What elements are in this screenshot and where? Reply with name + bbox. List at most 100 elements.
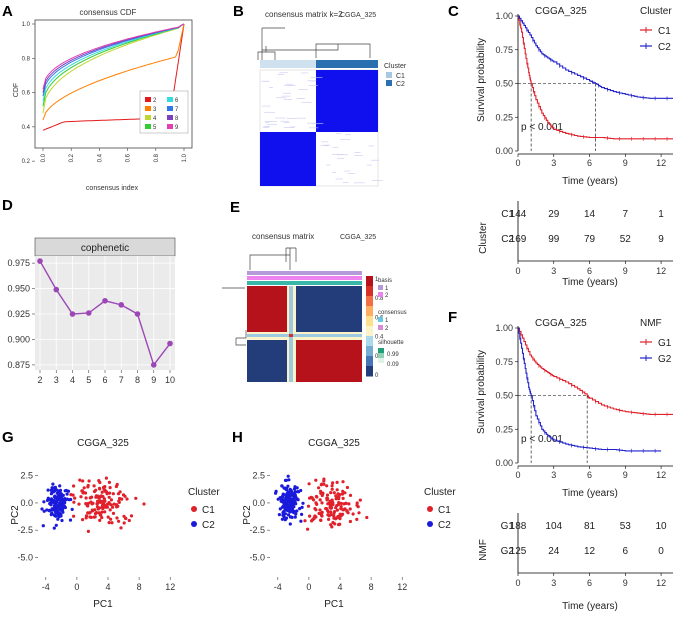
G-point-C1 (100, 516, 104, 520)
H-point-C1 (337, 523, 341, 527)
panel-e-block-1 (247, 286, 287, 332)
panel-g-legend-dot-c2 (191, 521, 197, 527)
H-point-C1 (321, 492, 325, 496)
G-point-C2 (63, 497, 67, 501)
G-point-C2 (41, 524, 45, 528)
H-point-C2 (283, 478, 288, 482)
H-point-C1 (336, 514, 340, 519)
H-point-C1 (328, 505, 332, 510)
H-point-C1 (335, 488, 339, 492)
panel-e-dataset: CGGA_325 (340, 234, 376, 241)
C-risk-xtick-label: 9 (623, 266, 628, 276)
C-risk-value: 144 (510, 209, 527, 220)
G-point-C1 (127, 518, 131, 523)
a-xtick-label: 0.6 (126, 153, 132, 162)
C-risk-value: 14 (584, 209, 596, 220)
H-point-C1 (334, 494, 338, 498)
F-risk-value: 53 (620, 521, 632, 532)
G-point-C2 (49, 492, 54, 496)
panel-e-dendrogram (222, 247, 297, 346)
F-risk-xtick-label: 0 (515, 578, 520, 588)
G-point-C1 (111, 511, 116, 515)
G-point-C1 (83, 491, 88, 495)
G-point-C1 (105, 492, 109, 496)
G-point-C2 (68, 518, 73, 522)
panel-c-title: CGGA_325 (535, 6, 587, 17)
panel-h-legend-c2: C2 (438, 520, 451, 531)
e-scale-step (366, 356, 373, 367)
d-xtick-label: 2 (37, 375, 42, 385)
H-point-C2 (286, 513, 291, 517)
H-point-C1 (331, 520, 335, 525)
G-point-C2 (56, 505, 60, 509)
F-ytick-label: 0.25 (495, 424, 513, 434)
C-risk-xtick-label: 6 (587, 266, 592, 276)
d-cophenetic-point-k8 (134, 311, 141, 317)
G-point-C1 (108, 491, 112, 495)
H-point-C2 (300, 512, 304, 517)
panel-h-legend-dot-c1 (427, 506, 433, 512)
G-point-C1 (125, 497, 129, 501)
H-point-C1 (330, 484, 334, 488)
H-point-C1 (339, 514, 343, 518)
H-point-C1 (324, 507, 329, 511)
G-point-C2 (58, 488, 63, 492)
G-point-C2 (61, 510, 65, 514)
G-ytick-label: -2.5 (17, 525, 33, 535)
H-point-C1 (322, 477, 326, 481)
e-scale-tick: 0.8 (375, 296, 384, 302)
G-point-C1 (93, 511, 98, 516)
panel-e-label: E (230, 199, 240, 216)
G-point-C2 (52, 513, 57, 517)
H-point-C1 (340, 492, 344, 496)
H-point-C1 (319, 489, 323, 493)
a-cdf-line-k3 (42, 23, 185, 121)
H-point-C1 (326, 513, 330, 517)
panel-g-title: CGGA_325 (77, 438, 129, 449)
H-point-C1 (306, 504, 311, 508)
a-xtick-label: 0.4 (97, 153, 103, 162)
G-point-C1 (72, 484, 76, 488)
panel-b: B consensus matrix k=2 CGGA_325 Cluster … (233, 3, 407, 187)
d-xtick-label: 6 (102, 375, 107, 385)
H-point-C2 (286, 484, 290, 488)
panel-f-title: CGGA_325 (535, 318, 587, 329)
H-point-C1 (337, 495, 341, 499)
C-ytick-label: 0.50 (495, 79, 513, 89)
H-point-C1 (325, 484, 329, 488)
G-xtick-label: 4 (105, 582, 110, 592)
H-point-C1 (318, 498, 322, 502)
panel-e-consensus-bar (247, 276, 362, 280)
H-point-C1 (330, 487, 334, 491)
G-point-C1 (71, 493, 75, 497)
H-ytick-label: -2.5 (249, 525, 265, 535)
C-risk-value: 1 (658, 209, 664, 220)
d-cophenetic-point-k4 (69, 311, 76, 317)
d-cophenetic-point-k10 (167, 340, 173, 347)
a-cdf-line-k5 (42, 23, 185, 107)
H-point-C1 (358, 498, 362, 502)
F-risk-xtick-label: 6 (587, 578, 592, 588)
G-point-C1 (98, 499, 102, 503)
panel-f-ylabel: Survival probability (476, 350, 487, 434)
F-xtick-label: 9 (623, 470, 628, 480)
H-point-C1 (303, 519, 307, 523)
a-ytick-label: 1.0 (22, 22, 31, 28)
panel-c-risk-title: Cluster (478, 221, 489, 253)
G-point-C2 (59, 514, 63, 518)
a-cdf-line-k9 (42, 23, 185, 90)
H-point-C1 (325, 498, 329, 502)
a-legend-swatch-k3 (145, 106, 151, 111)
e-scale-step (366, 296, 373, 307)
panel-c-legend-title: Cluster (640, 6, 672, 17)
H-point-C1 (319, 511, 323, 516)
H-point-C1 (331, 501, 335, 505)
G-point-C1 (98, 506, 102, 510)
G-point-C1 (101, 485, 106, 490)
d-ytick-label: 0.900 (7, 334, 30, 344)
panel-e-consensus-2: 2 (385, 326, 389, 332)
a-cdf-line-k6 (42, 23, 185, 102)
panel-a-label: A (2, 3, 13, 20)
d-cophenetic-point-k9 (150, 362, 157, 368)
H-point-C2 (284, 487, 289, 491)
